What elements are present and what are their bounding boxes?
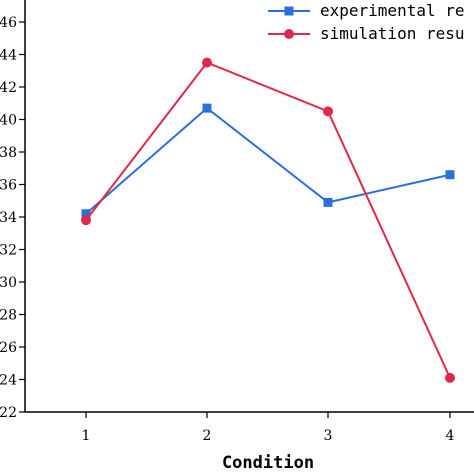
data-point-square — [81, 209, 91, 219]
data-point-circle — [202, 57, 212, 68]
series-line-2 — [85, 61, 451, 379]
series-layer — [81, 57, 455, 383]
y-tick-label: 44 — [0, 48, 17, 64]
y-tick-label: 46 — [0, 15, 17, 31]
data-point-circle — [323, 106, 333, 117]
legend: experimental re simulation resu — [268, 1, 465, 43]
x-tick-label: 3 — [324, 428, 333, 444]
y-tick-label: 26 — [0, 340, 17, 356]
y-tick-label: 22 — [0, 405, 17, 421]
y-tick-label: 40 — [0, 113, 17, 129]
data-point-square — [202, 103, 212, 113]
axes — [24, 0, 474, 413]
x-tick-label: 1 — [82, 428, 91, 444]
legend-marker-circle — [284, 29, 294, 39]
y-tick-label: 32 — [0, 243, 17, 259]
y-tick-label: 42 — [0, 80, 17, 96]
x-tick-label: 2 — [203, 428, 212, 444]
data-point-circle — [445, 372, 455, 383]
y-tick-label: 28 — [0, 308, 17, 324]
y-tick-label: 24 — [0, 373, 17, 389]
legend-label-2: simulation resu — [320, 24, 465, 43]
y-tick-label: 34 — [0, 210, 17, 226]
y-tick-label: 30 — [0, 275, 17, 291]
y-tick-label: 36 — [0, 178, 17, 194]
data-point-circle — [81, 215, 91, 226]
data-point-square — [445, 170, 455, 180]
x-tick-label: 4 — [446, 428, 455, 444]
x-axis-ticks: 1 2 3 4 — [82, 412, 455, 444]
legend-marker-square — [284, 6, 294, 16]
data-point-square — [323, 197, 333, 207]
y-tick-label: 38 — [0, 145, 17, 161]
legend-label-1: experimental re — [320, 1, 465, 20]
series-line-1 — [85, 106, 451, 215]
x-axis-title: Condition — [222, 453, 314, 473]
y-axis-ticks: 22 24 26 28 30 32 34 36 38 40 42 44 46 — [0, 15, 25, 421]
